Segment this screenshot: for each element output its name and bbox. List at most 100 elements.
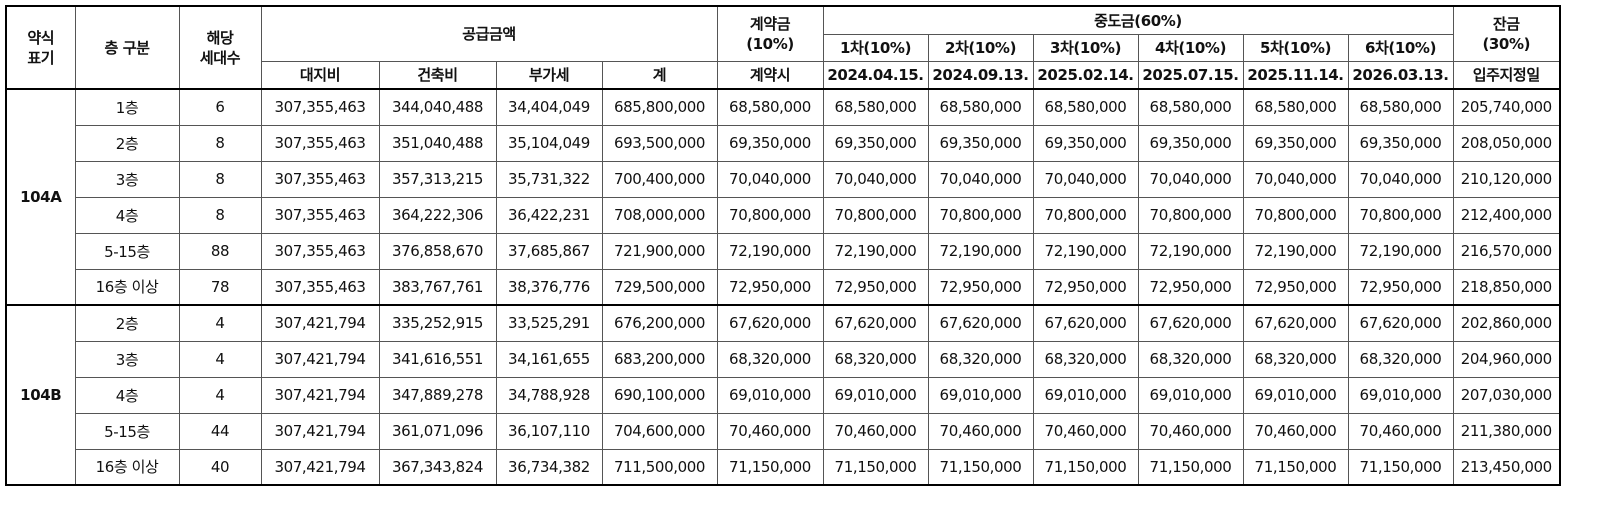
unit-type-cell: 104A — [5, 88, 76, 306]
vat-cell: 34,788,928 — [495, 376, 603, 414]
vat-cell: 36,422,231 — [495, 196, 603, 234]
header-middle-col-6: 6차(10%) — [1347, 33, 1454, 62]
land-cost-cell: 307,421,794 — [260, 340, 380, 378]
units-cell: 4 — [178, 376, 262, 414]
vat-cell: 35,104,049 — [495, 124, 603, 162]
middle-payment-cell: 70,460,000 — [927, 412, 1034, 450]
units-cell: 8 — [178, 160, 262, 198]
middle-payment-cell: 70,040,000 — [1347, 160, 1454, 198]
total-cell: 676,200,000 — [601, 304, 718, 342]
balance-cell: 204,960,000 — [1452, 340, 1561, 378]
header-middle-col-2: 2차(10%) — [927, 33, 1034, 62]
header-balance-line2: (30%) — [1482, 34, 1531, 53]
total-cell: 693,500,000 — [601, 124, 718, 162]
building-cost-cell: 357,313,215 — [378, 160, 497, 198]
total-cell: 685,800,000 — [601, 88, 718, 126]
floor-cell: 4층 — [74, 376, 180, 414]
units-cell: 8 — [178, 124, 262, 162]
land-cost-cell: 307,421,794 — [260, 448, 380, 486]
header-middle-col-4: 4차(10%) — [1137, 33, 1244, 62]
building-cost-cell: 335,252,915 — [378, 304, 497, 342]
balance-cell: 208,050,000 — [1452, 124, 1561, 162]
floor-cell: 5-15층 — [74, 412, 180, 450]
table-row: 5-15층 88 307,355,463 376,858,670 37,685,867 7… — [6, 232, 1561, 270]
middle-payment-cell: 70,460,000 — [1032, 412, 1139, 450]
middle-payment-cell: 72,190,000 — [822, 232, 929, 270]
header-middle-col-5: 5차(10%) — [1242, 33, 1349, 62]
middle-payment-cell: 69,010,000 — [1242, 376, 1349, 414]
units-cell: 40 — [178, 448, 262, 486]
header-middle: 중도금(60%) — [822, 5, 1454, 35]
header-contract: 계약금 (10%) — [716, 5, 824, 62]
vat-cell: 37,685,867 — [495, 232, 603, 270]
vat-cell: 34,404,049 — [495, 88, 603, 126]
contract-deposit-cell: 70,800,000 — [716, 196, 824, 234]
middle-payment-cell: 70,800,000 — [822, 196, 929, 234]
middle-payment-cell: 70,460,000 — [1242, 412, 1349, 450]
balance-cell: 216,570,000 — [1452, 232, 1561, 270]
middle-payment-cell: 67,620,000 — [822, 304, 929, 342]
middle-payment-cell: 71,150,000 — [1347, 448, 1454, 486]
header-type-line2: 표기 — [27, 48, 55, 67]
balance-cell: 212,400,000 — [1452, 196, 1561, 234]
building-cost-cell: 347,889,278 — [378, 376, 497, 414]
land-cost-cell: 307,355,463 — [260, 124, 380, 162]
price-table: 약식 표기 층 구분 해당 세대수 공급금액 계약금 (10%) 중도금(60%… — [5, 5, 1561, 486]
middle-payment-cell: 70,040,000 — [1137, 160, 1244, 198]
floor-cell: 3층 — [74, 160, 180, 198]
header-middle-date-1: 2024.04.15. — [822, 60, 929, 90]
middle-payment-cell: 72,950,000 — [822, 268, 929, 306]
contract-deposit-cell: 71,150,000 — [716, 448, 824, 486]
table-row: 2층 8 307,355,463 351,040,488 35,104,049 693,5… — [6, 124, 1561, 162]
header-units-line2: 세대수 — [199, 48, 241, 67]
floor-cell: 16층 이상 — [74, 448, 180, 486]
vat-cell: 38,376,776 — [495, 268, 603, 306]
header-middle-date-4: 2025.07.15. — [1137, 60, 1244, 90]
middle-payment-cell: 67,620,000 — [1347, 304, 1454, 342]
units-cell: 8 — [178, 196, 262, 234]
land-cost-cell: 307,421,794 — [260, 376, 380, 414]
middle-payment-cell: 68,580,000 — [1242, 88, 1349, 126]
middle-payment-cell: 68,580,000 — [927, 88, 1034, 126]
middle-payment-cell: 71,150,000 — [1242, 448, 1349, 486]
header-units-line1: 해당 — [206, 28, 234, 47]
units-cell: 4 — [178, 340, 262, 378]
table-header: 약식 표기 층 구분 해당 세대수 공급금액 계약금 (10%) 중도금(60%… — [5, 5, 1561, 90]
header-middle-date-6: 2026.03.13. — [1347, 60, 1454, 90]
middle-payment-cell: 71,150,000 — [1137, 448, 1244, 486]
middle-payment-cell: 68,580,000 — [1032, 88, 1139, 126]
total-cell: 729,500,000 — [601, 268, 718, 306]
contract-deposit-cell: 70,460,000 — [716, 412, 824, 450]
vat-cell: 34,161,655 — [495, 340, 603, 378]
middle-payment-cell: 70,800,000 — [1242, 196, 1349, 234]
table-body: 104A 1층 6 307,355,463 344,040,488 34,404,049 6… — [5, 88, 1561, 486]
building-cost-cell: 367,343,824 — [378, 448, 497, 486]
table-row: 3층 4 307,421,794 341,616,551 34,161,655 683,2… — [6, 340, 1561, 378]
middle-payment-cell: 72,950,000 — [1137, 268, 1244, 306]
middle-payment-cell: 68,320,000 — [822, 340, 929, 378]
contract-deposit-cell: 69,010,000 — [716, 376, 824, 414]
header-contract-line2: (10%) — [746, 34, 794, 53]
header-units: 해당 세대수 — [178, 5, 262, 90]
middle-payment-cell: 70,040,000 — [1242, 160, 1349, 198]
middle-payment-cell: 69,350,000 — [822, 124, 929, 162]
table-row: 5-15층 44 307,421,794 361,071,096 36,107,110 7… — [6, 412, 1561, 450]
balance-cell: 205,740,000 — [1452, 88, 1561, 126]
middle-payment-cell: 67,620,000 — [927, 304, 1034, 342]
middle-payment-cell: 70,800,000 — [927, 196, 1034, 234]
total-cell: 711,500,000 — [601, 448, 718, 486]
contract-deposit-cell: 72,190,000 — [716, 232, 824, 270]
middle-payment-cell: 70,800,000 — [1032, 196, 1139, 234]
middle-payment-cell: 67,620,000 — [1032, 304, 1139, 342]
middle-payment-cell: 68,580,000 — [1347, 88, 1454, 126]
header-supply: 공급금액 — [260, 5, 718, 62]
middle-payment-cell: 68,580,000 — [822, 88, 929, 126]
middle-payment-cell: 72,190,000 — [1137, 232, 1244, 270]
land-cost-cell: 307,421,794 — [260, 304, 380, 342]
units-cell: 44 — [178, 412, 262, 450]
contract-deposit-cell: 68,580,000 — [716, 88, 824, 126]
total-cell: 690,100,000 — [601, 376, 718, 414]
middle-payment-cell: 70,460,000 — [1137, 412, 1244, 450]
header-middle-date-3: 2025.02.14. — [1032, 60, 1139, 90]
middle-payment-cell: 69,350,000 — [1032, 124, 1139, 162]
